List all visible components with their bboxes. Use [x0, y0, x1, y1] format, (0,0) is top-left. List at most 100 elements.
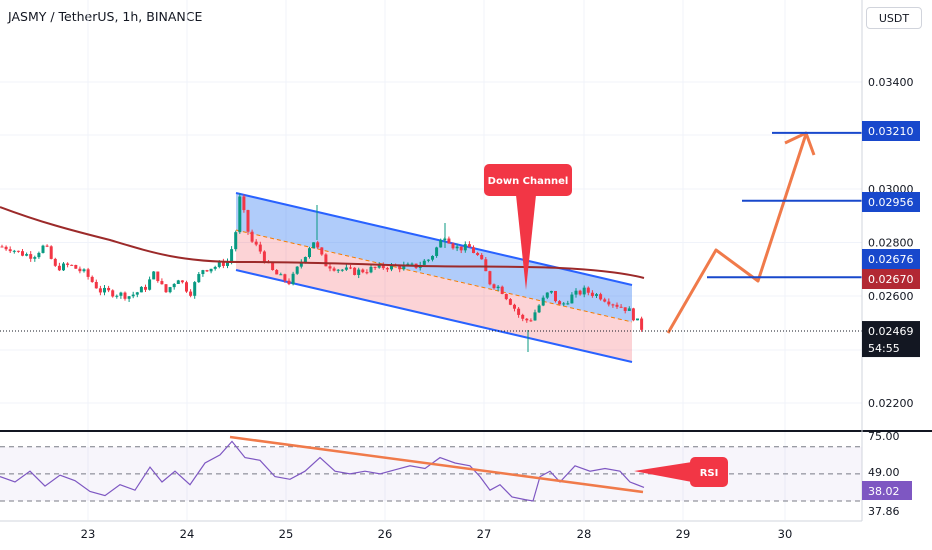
candle-body-125: [513, 304, 516, 309]
candle-body-32: [131, 294, 135, 297]
candle-body-5: [21, 251, 24, 256]
rsi-callout-box: [690, 457, 728, 487]
candle-body-140: [574, 290, 578, 295]
last-price-tag: [862, 321, 920, 358]
time-tick-label-4: 27: [477, 527, 492, 541]
callouts: Down Channel: [484, 164, 572, 290]
last-price-label: 0.02469: [868, 325, 914, 338]
candle-body-54: [221, 261, 225, 266]
candle-body-114: [467, 244, 471, 248]
rsi-line: [0, 440, 645, 502]
candle-body-36: [148, 279, 152, 290]
price-marker-tag-2: [862, 249, 920, 269]
candlesticks: [0, 193, 644, 352]
candle-body-26: [107, 287, 111, 291]
candle-body-94: [385, 268, 389, 270]
candle-body-60: [246, 210, 250, 232]
candle-body-41: [168, 287, 172, 293]
candle-body-113: [463, 244, 467, 251]
time-tick-label-0: 23: [81, 527, 96, 541]
candle-body-88: [361, 269, 365, 273]
candle-body-38: [156, 271, 160, 282]
candle-body-84: [344, 267, 348, 270]
candle-body-75: [308, 248, 311, 258]
candle-body-2: [8, 249, 12, 252]
axes: 0.034000.030000.028000.026000.022000.032…: [0, 0, 920, 541]
candle-body-144: [590, 292, 594, 296]
candle-body-25: [103, 287, 106, 293]
candle-body-119: [488, 271, 492, 285]
candle-body-150: [615, 304, 619, 307]
candle-body-143: [586, 287, 590, 293]
candle-body-83: [340, 269, 344, 271]
rsi-tick-label-3: 37.86: [868, 505, 900, 518]
candle-body-71: [291, 273, 295, 285]
candle-body-34: [139, 286, 143, 293]
candle-body-116: [476, 253, 480, 256]
price-marker-tag-1: [862, 192, 920, 212]
candle-body-67: [275, 270, 279, 275]
candle-body-153: [627, 308, 631, 311]
candle-body-64: [262, 251, 266, 263]
projection-path: [666, 131, 816, 334]
candle-body-138: [566, 303, 570, 305]
candle-body-0: [0, 246, 4, 248]
candle-body-53: [217, 261, 221, 267]
rsi-label: RSI: [700, 468, 719, 479]
candle-body-156: [640, 318, 644, 330]
candle-body-66: [271, 262, 275, 271]
moving-average: [0, 206, 645, 279]
candle-body-46: [189, 291, 193, 296]
candle-body-151: [619, 306, 623, 308]
candle-body-18: [74, 265, 78, 269]
candle-body-120: [492, 284, 496, 289]
price-tick-label-3: 0.02600: [868, 290, 914, 303]
candle-body-69: [283, 274, 287, 281]
candle-body-10: [41, 245, 45, 253]
candle-body-141: [578, 290, 582, 295]
candle-body-52: [213, 266, 217, 269]
price-tick-label-2: 0.02800: [868, 237, 914, 250]
candle-body-63: [258, 244, 262, 252]
time-tick-label-7: 30: [778, 527, 793, 541]
candle-body-11: [45, 245, 49, 247]
candle-body-13: [53, 258, 57, 266]
currency-selector[interactable]: USDT: [866, 7, 922, 29]
candle-body-109: [447, 238, 451, 244]
candle-body-61: [250, 231, 254, 242]
candle-body-3: [12, 250, 16, 252]
candle-body-103: [422, 260, 426, 265]
candle-body-86: [353, 267, 357, 275]
candle-body-148: [607, 301, 611, 305]
candle-body-56: [230, 249, 234, 262]
candle-body-30: [123, 292, 127, 299]
candle-body-7: [29, 254, 33, 259]
candle-body-80: [328, 266, 332, 269]
candle-body-62: [254, 241, 258, 245]
moving-average-line: [0, 206, 645, 279]
candle-body-73: [299, 262, 303, 267]
candle-body-106: [435, 247, 439, 256]
candle-body-31: [127, 296, 131, 299]
candle-body-79: [324, 254, 328, 267]
candle-body-59: [242, 196, 246, 211]
candle-body-44: [180, 280, 184, 283]
price-tick-label-4: 0.02200: [868, 397, 914, 410]
candle-body-28: [115, 295, 119, 297]
candle-body-149: [611, 304, 615, 306]
candle-body-91: [373, 266, 377, 268]
candle-body-45: [185, 282, 188, 292]
time-tick-label-1: 24: [180, 527, 195, 541]
candle-body-29: [119, 292, 123, 296]
candle-body-90: [369, 266, 373, 273]
candle-body-42: [172, 283, 176, 288]
candle-body-104: [426, 259, 430, 261]
candle-body-107: [439, 240, 443, 248]
candle-body-12: [49, 246, 53, 259]
candle-body-122: [500, 286, 504, 294]
candle-body-85: [349, 267, 352, 269]
candle-body-76: [312, 242, 316, 249]
candle-body-17: [70, 264, 74, 266]
candle-body-105: [431, 255, 434, 260]
